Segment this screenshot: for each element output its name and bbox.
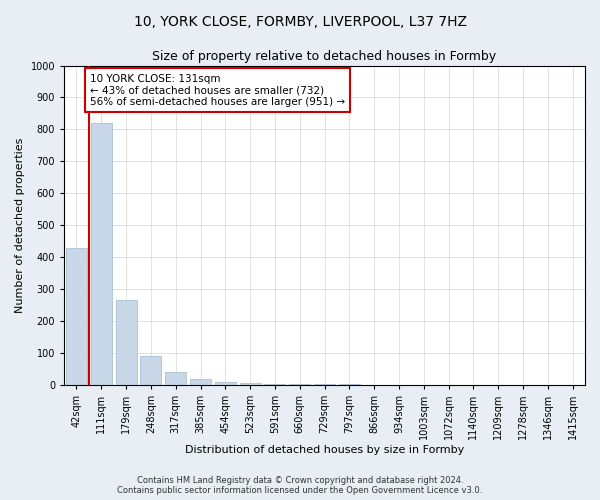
Bar: [265, 384, 286, 385]
Bar: [239, 383, 260, 385]
Bar: [140, 356, 161, 385]
Text: 10, YORK CLOSE, FORMBY, LIVERPOOL, L37 7HZ: 10, YORK CLOSE, FORMBY, LIVERPOOL, L37 7…: [133, 15, 467, 29]
Bar: [190, 379, 211, 385]
Bar: [66, 248, 87, 385]
Text: 10 YORK CLOSE: 131sqm
← 43% of detached houses are smaller (732)
56% of semi-det: 10 YORK CLOSE: 131sqm ← 43% of detached …: [90, 74, 345, 106]
Bar: [165, 372, 186, 385]
X-axis label: Distribution of detached houses by size in Formby: Distribution of detached houses by size …: [185, 445, 464, 455]
Y-axis label: Number of detached properties: Number of detached properties: [15, 138, 25, 313]
Bar: [215, 382, 236, 385]
Bar: [339, 384, 360, 385]
Bar: [314, 384, 335, 385]
Text: Contains HM Land Registry data © Crown copyright and database right 2024.
Contai: Contains HM Land Registry data © Crown c…: [118, 476, 482, 495]
Bar: [289, 384, 310, 385]
Bar: [91, 123, 112, 385]
Bar: [116, 300, 137, 385]
Title: Size of property relative to detached houses in Formby: Size of property relative to detached ho…: [152, 50, 497, 63]
